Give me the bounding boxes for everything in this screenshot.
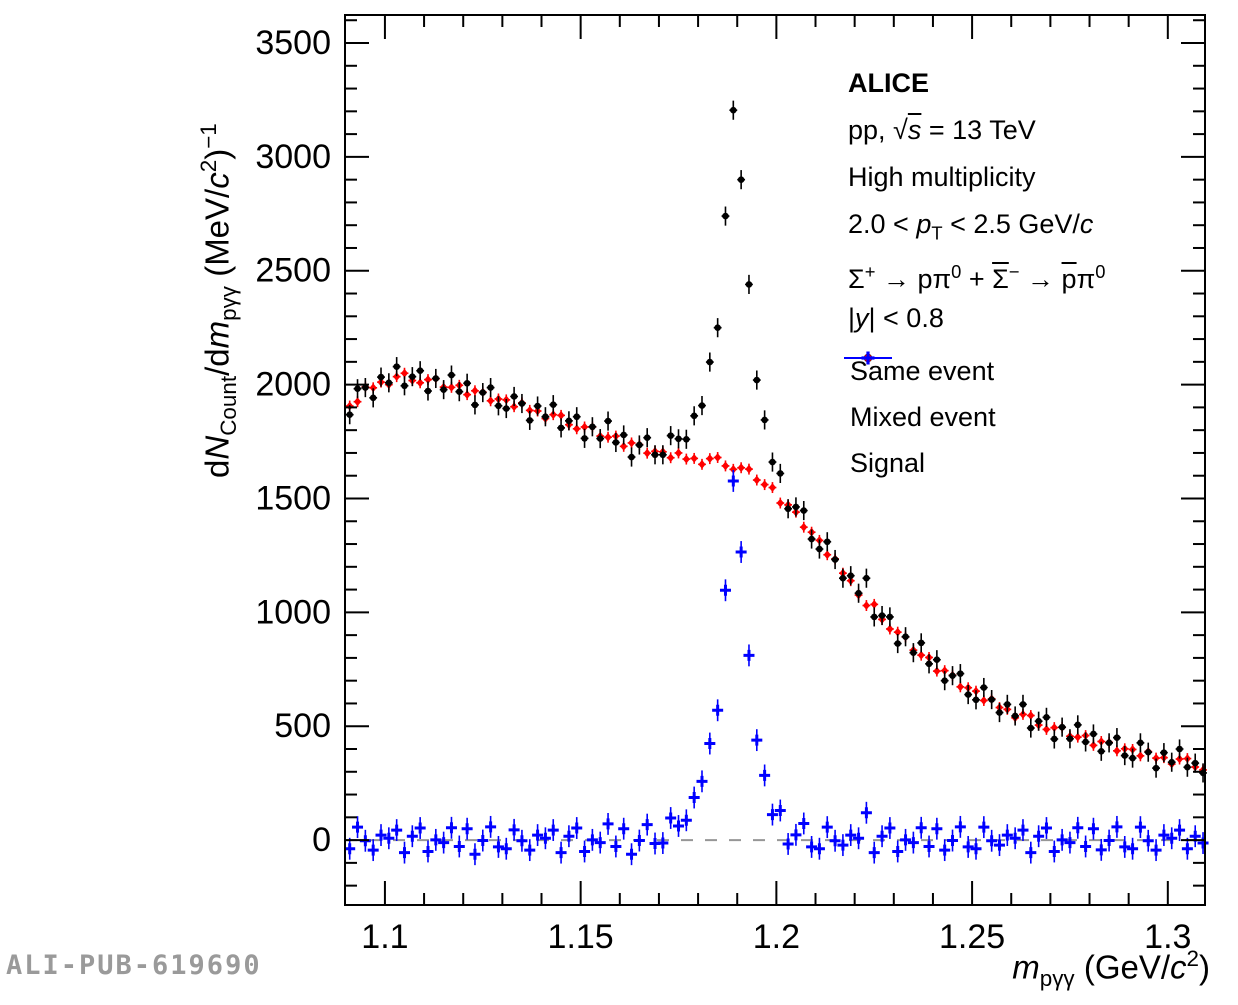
y-tick-label: 3000	[255, 138, 331, 176]
legend: Same event Mixed event Signal	[842, 348, 996, 486]
x-tick-label: 1.2	[753, 918, 800, 956]
x-tick-label: 1.1	[361, 918, 408, 956]
annotation-line-2: pp, √s = 13 TeV	[848, 115, 1036, 145]
legend-item-signal: Signal	[842, 351, 996, 486]
y-tick-label: 1000	[255, 593, 331, 631]
y-axis-title: dNCount/dmpγγ (MeV/c2)−1	[196, 123, 242, 478]
legend-item-same: Same event	[842, 348, 996, 394]
y-tick-label: 3500	[255, 24, 331, 62]
x-tick-label: 1.15	[548, 918, 614, 956]
y-tick-label: 0	[312, 821, 331, 859]
legend-marker-plus-icon	[844, 351, 892, 365]
y-tick-label: 500	[274, 707, 331, 745]
watermark-label: ALI-PUB-619690	[6, 950, 262, 981]
annotation-line-1: ALICE	[848, 68, 929, 98]
y-tick-label: 1500	[255, 479, 331, 517]
annotation-line-3: High multiplicity	[848, 162, 1036, 192]
annotation-line-4: 2.0 < pT < 2.5 GeV/c	[848, 209, 1094, 244]
legend-item-mixed: Mixed event	[842, 352, 996, 440]
y-tick-label: 2500	[255, 252, 331, 290]
x-tick-label: 1.3	[1144, 918, 1191, 956]
annotation-line-6: |y| < 0.8	[848, 303, 944, 333]
legend-label: Same event	[850, 355, 995, 386]
legend-label: Signal	[850, 447, 926, 478]
x-axis-title: mpγγ (GeV/c2)	[1012, 946, 1210, 992]
legend-label: Mixed event	[850, 401, 996, 432]
x-tick-label: 1.25	[939, 918, 1005, 956]
annotation-block: ALICE pp, √s = 13 TeV High multiplicity 2.0…	[848, 60, 1105, 342]
y-tick-label: 2000	[255, 366, 331, 404]
annotation-line-5: Σ+ → pπ0 + Σ− → pπ0	[848, 261, 1106, 295]
